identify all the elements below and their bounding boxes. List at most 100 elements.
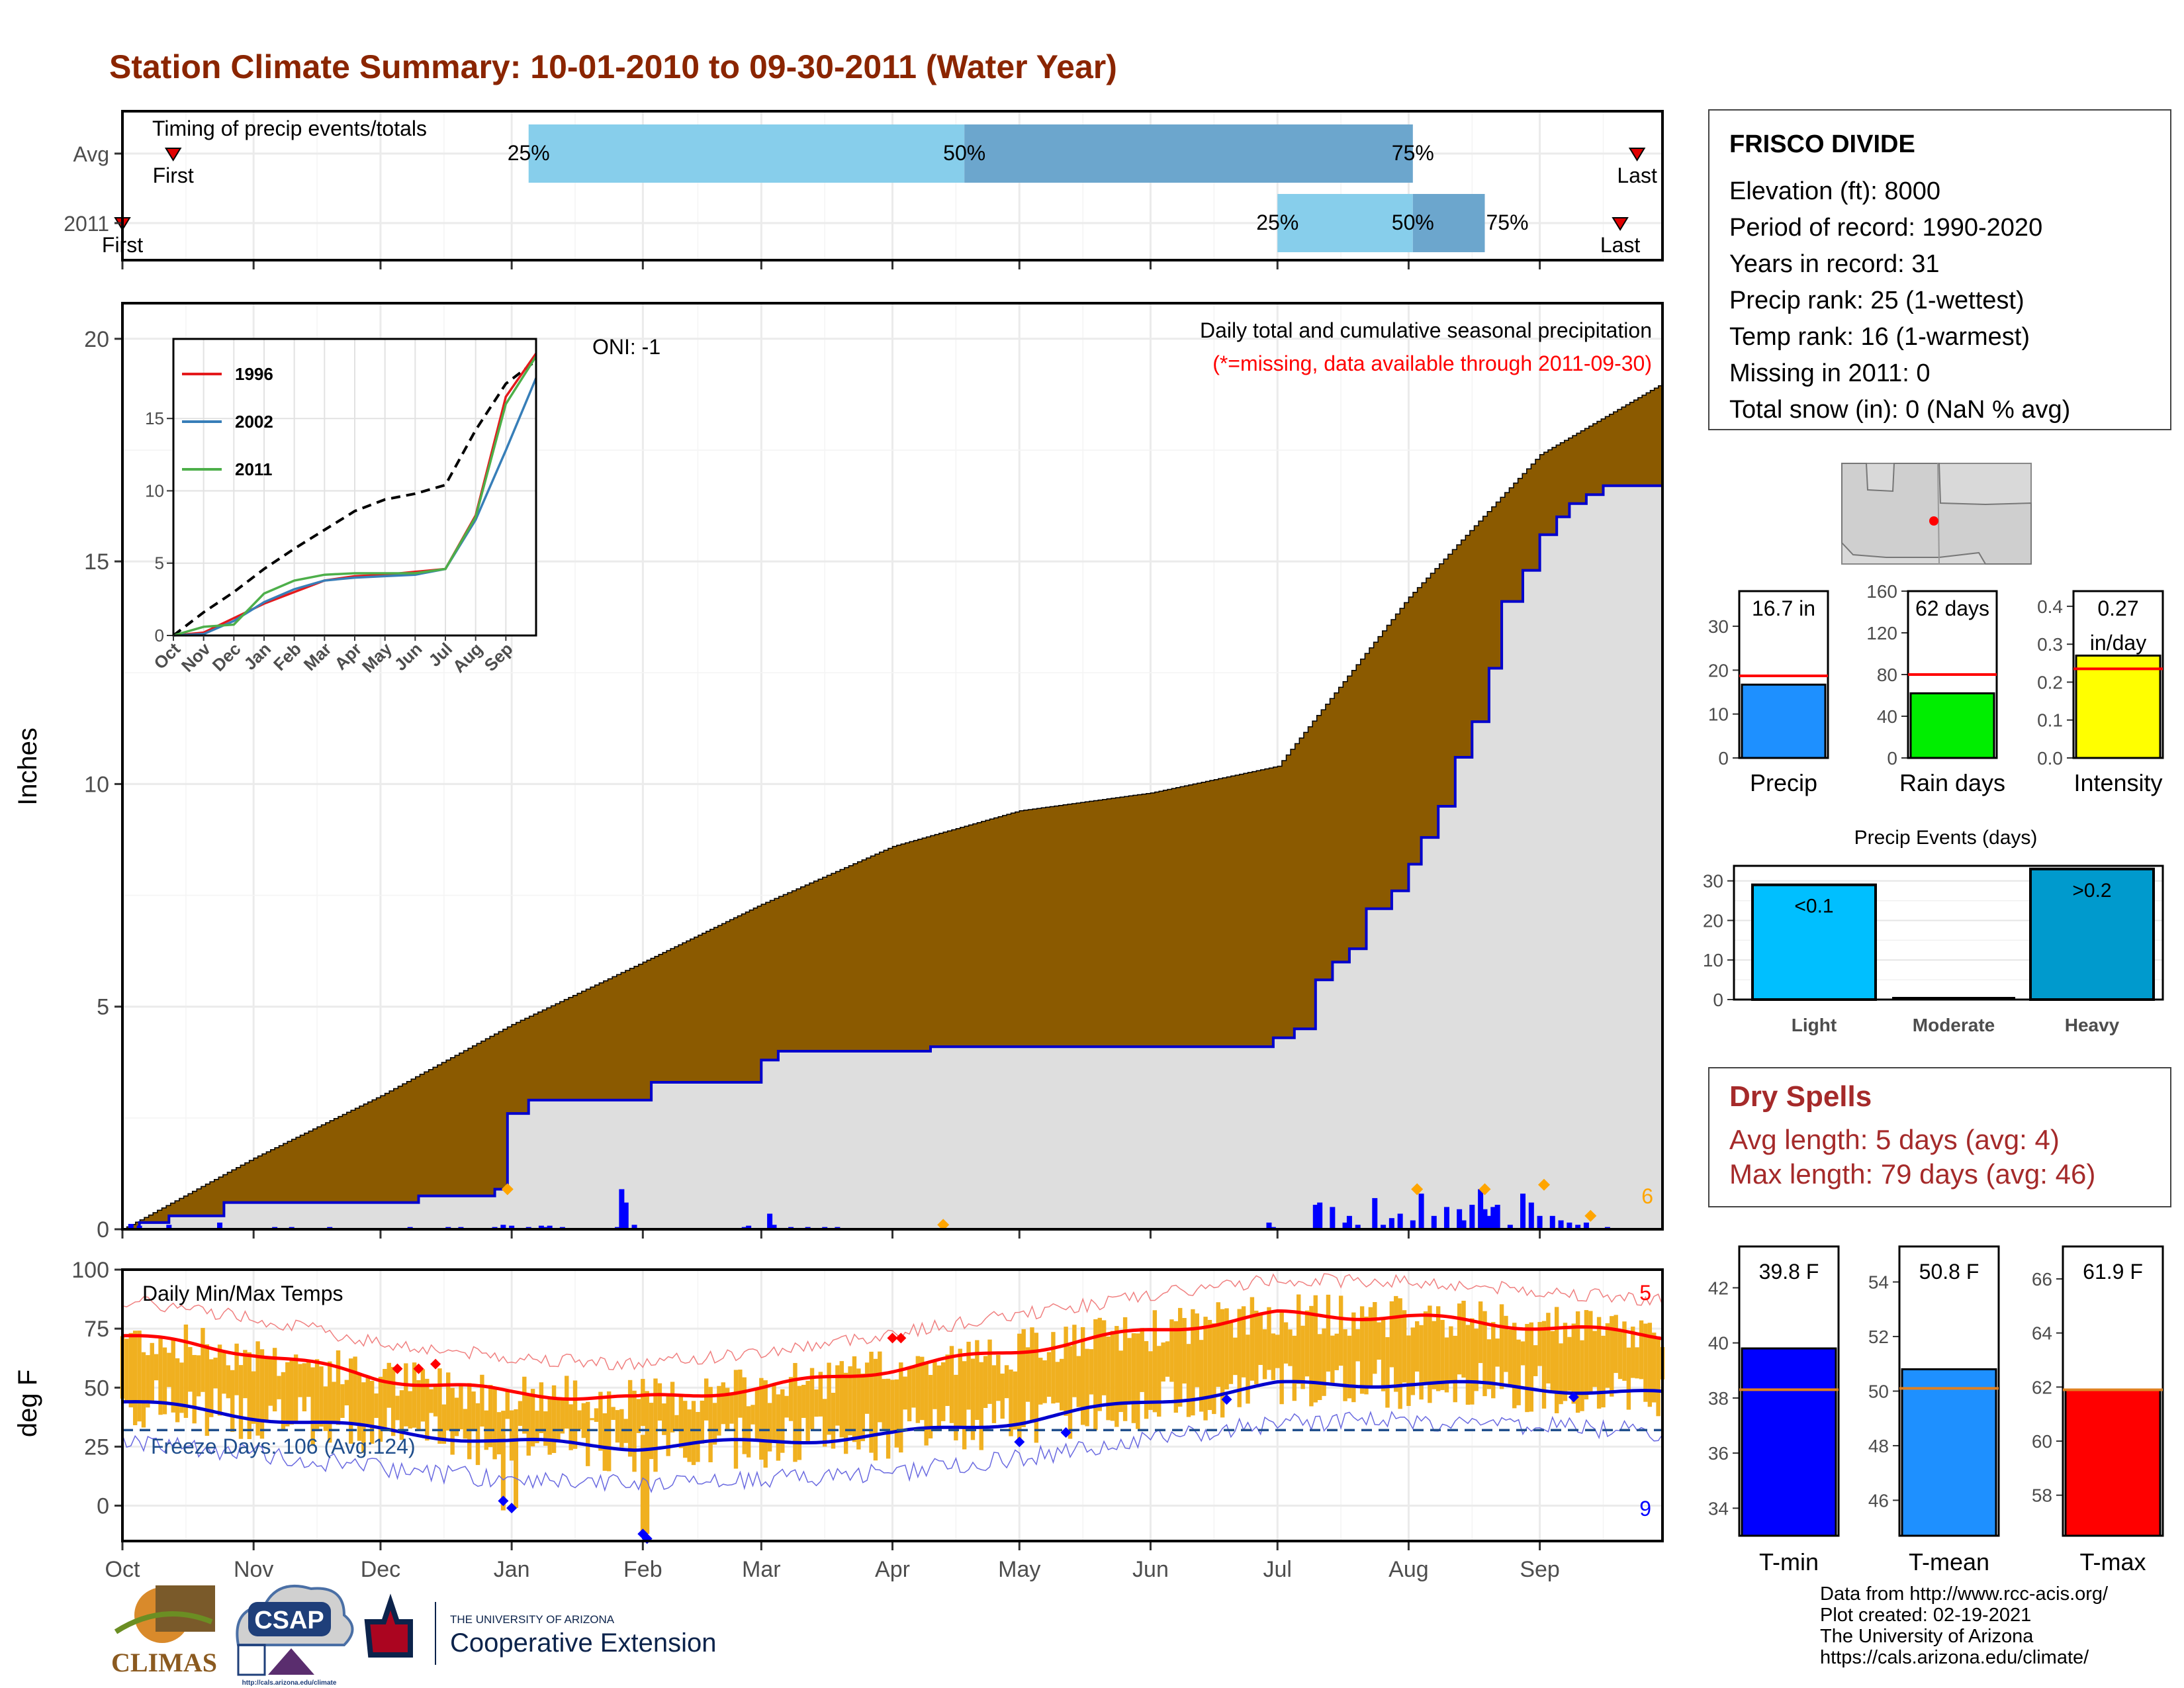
temp-bar (1389, 1301, 1394, 1368)
record-temp-marker (895, 1333, 907, 1344)
summary-y-tick-label: 0.2 (2037, 672, 2063, 692)
year-cumulative-area (122, 485, 1662, 1229)
temp-bar (645, 1391, 649, 1457)
inset-x-tick-label: Nov (177, 639, 214, 676)
temp-bar (733, 1370, 739, 1469)
inset-x-tick-label: Mar (300, 639, 336, 675)
temp-bar (1241, 1306, 1246, 1378)
temp-summary-label: T-min (1759, 1548, 1819, 1575)
summary-y-tick-label: 120 (1866, 623, 1897, 643)
temp-bar (1140, 1328, 1144, 1392)
temp-bar (1541, 1321, 1547, 1409)
temp-bar (1203, 1317, 1208, 1421)
temp-bar (911, 1366, 916, 1408)
temp-bar (1068, 1346, 1073, 1439)
inset-x-tick-label: Aug (449, 639, 486, 677)
heavy-precip-marker (501, 1183, 514, 1196)
summary-y-tick-label: 0 (1718, 748, 1729, 769)
precip-bar (547, 1225, 553, 1229)
temp-bar (856, 1368, 861, 1450)
y-tick-label: 50 (84, 1376, 109, 1401)
temp-bar (459, 1383, 463, 1430)
summary-bar-1 (1909, 692, 1995, 759)
temp-bar (590, 1418, 594, 1421)
temp-bar (374, 1393, 379, 1419)
temp-bar (1013, 1371, 1018, 1430)
temp-bar (217, 1344, 222, 1416)
temp-summary-y-tick-label: 46 (1868, 1490, 1889, 1511)
precip-count-label: 6 (1641, 1184, 1653, 1208)
temp-bar (454, 1397, 459, 1436)
temp-summary-y-tick-label: 48 (1868, 1436, 1889, 1456)
temp-bar (1377, 1322, 1381, 1360)
temp-bar (328, 1361, 332, 1443)
station-precip-rank: Precip rank: 25 (1-wettest) (1729, 287, 2025, 314)
inset-x-tick-label: Dec (208, 639, 245, 675)
station-elevation: Elevation (ft): 8000 (1729, 177, 1940, 205)
temp-bar (522, 1376, 527, 1434)
year-cumulative-line (122, 484, 1662, 1231)
temp-bar (848, 1366, 852, 1436)
temp-bar (412, 1362, 417, 1428)
dry-spells-title: Dry Spells (1729, 1080, 1872, 1113)
temp-bar (678, 1396, 684, 1448)
temp-bar (882, 1379, 886, 1429)
precip-bar (1482, 1209, 1488, 1229)
station-temp-rank: Temp rank: 16 (1-warmest) (1729, 323, 2030, 351)
record-temp-marker (1221, 1394, 1232, 1405)
temp-bar (1559, 1343, 1563, 1405)
events-y-tick-label: 10 (1703, 950, 1723, 970)
temp-bar (691, 1401, 696, 1466)
temp-bar (1122, 1317, 1128, 1421)
station-missing: Missing in 2011: 0 (1729, 359, 1931, 387)
temp-bar (1173, 1321, 1179, 1413)
temp-bar (890, 1380, 895, 1433)
temp-bar (1470, 1318, 1475, 1405)
y-tick-label: 100 (71, 1258, 109, 1283)
temp-bar (606, 1391, 612, 1472)
temp-bar (1118, 1350, 1123, 1413)
dry-spells-box: Dry Spells Avg length: 5 days (avg: 4) M… (1708, 1067, 2171, 1207)
precip-bar (1330, 1207, 1336, 1229)
csap-logo-badge (248, 1602, 331, 1636)
precip-bar (1355, 1225, 1361, 1229)
temp-bar (1512, 1323, 1517, 1409)
temp-bar (1195, 1313, 1199, 1387)
timing-label-75: 75% (1486, 211, 1529, 234)
summary-bar-2 (2075, 654, 2161, 759)
heavy-precip-marker (1411, 1183, 1424, 1196)
summary-y-tick-label: 0.3 (2037, 634, 2063, 655)
temp-bar (1537, 1322, 1542, 1366)
temp-summary-y-tick-label: 54 (1868, 1272, 1889, 1293)
temp-bar (581, 1403, 586, 1438)
temp-bar (1237, 1309, 1242, 1407)
temp-bar (1639, 1320, 1644, 1380)
record-temp-marker (430, 1358, 441, 1370)
events-y-tick-label: 30 (1703, 871, 1723, 892)
station-years: Years in record: 31 (1729, 250, 1940, 278)
record-max-count: 5 (1639, 1281, 1651, 1305)
temp-bar (1656, 1336, 1661, 1417)
temp-bar (1478, 1301, 1483, 1364)
credit-plot-created: Plot created: 02-19-2021 (1820, 1605, 2032, 1626)
temp-bar (1144, 1340, 1149, 1419)
precip-bar (1478, 1189, 1484, 1229)
temp-bar (928, 1375, 933, 1438)
temp-bar (1584, 1310, 1589, 1400)
last-marker (1612, 217, 1629, 231)
temp-bar (560, 1398, 565, 1434)
temp-bar (1415, 1321, 1420, 1372)
temp-bar (535, 1411, 539, 1444)
temp-bar (344, 1380, 349, 1406)
temp-bar (1097, 1317, 1102, 1411)
temp-bar (751, 1405, 755, 1425)
y-tick-label: 15 (84, 549, 109, 575)
temp-bar (310, 1367, 315, 1445)
record-temp-marker (1060, 1427, 1071, 1438)
temp-bar (991, 1365, 997, 1423)
temp-bar (1486, 1339, 1492, 1389)
summary-y-tick-label: 80 (1877, 665, 1897, 685)
credit-university: The University of Arizona (1820, 1626, 2034, 1647)
temp-bar (894, 1379, 899, 1448)
timing-label-75: 75% (1392, 141, 1434, 165)
